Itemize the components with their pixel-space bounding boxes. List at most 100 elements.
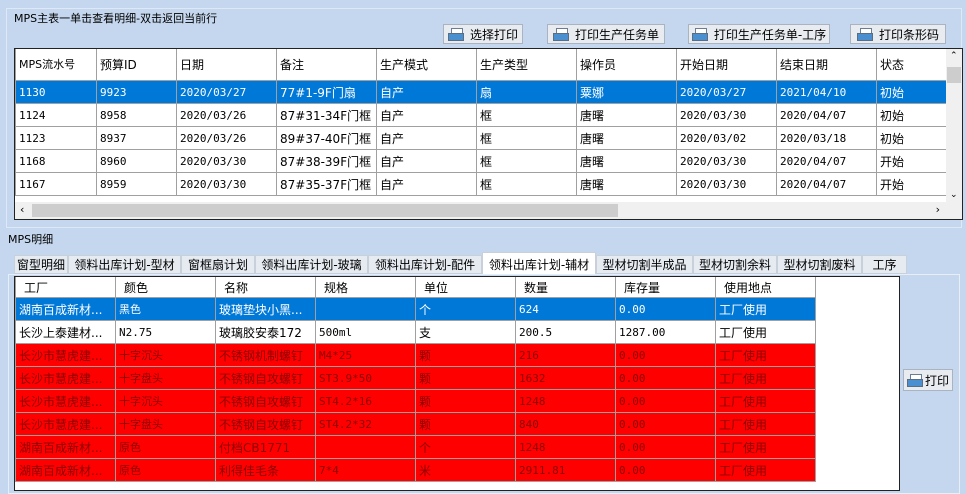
tab-7[interactable]: 型材切割余料 <box>693 255 777 274</box>
table-cell: 十字盘头 <box>115 412 216 436</box>
master-button-0[interactable]: 选择打印 <box>443 24 523 44</box>
table-cell: 唐曙 <box>576 126 677 150</box>
column-header[interactable]: 名称 <box>215 277 316 298</box>
table-row[interactable]: 湖南百成新材... 原色 付档CB1771 个 1248 0.00 工厂使用 <box>15 435 816 459</box>
printer-icon <box>856 28 873 41</box>
column-header[interactable]: MPS流水号 <box>15 49 97 81</box>
column-header[interactable]: 结束日期 <box>776 49 877 81</box>
table-row[interactable]: 长沙上泰建材... N2.75 玻璃胶安泰172 500ml 支 200.5 1287.00… <box>15 320 816 344</box>
horizontal-scrollbar[interactable]: ‹ › <box>15 202 962 219</box>
tab-8[interactable]: 型材切割废料 <box>777 255 862 274</box>
column-header[interactable]: 库存量 <box>615 277 716 298</box>
table-row[interactable]: 长沙市慧虎建... 十字沉头 不锈钢自攻螺钉 ST4.2*16 颗 1248 0.00 工厂使… <box>15 389 816 413</box>
table-cell: 624 <box>515 297 616 321</box>
printer-icon <box>447 28 464 41</box>
column-header[interactable]: 单位 <box>415 277 516 298</box>
table-cell: 长沙市慧虎建... <box>15 343 116 367</box>
column-header[interactable]: 生产模式 <box>376 49 477 81</box>
table-cell: 0.00 <box>615 366 716 390</box>
column-header[interactable]: 日期 <box>176 49 277 81</box>
table-row[interactable]: 长沙市慧虎建... 十字盘头 不锈钢自攻螺钉 ST3.9*50 颗 1632 0.00 工厂使… <box>15 366 816 390</box>
table-cell <box>315 435 416 459</box>
column-header[interactable]: 颜色 <box>115 277 216 298</box>
hscroll-thumb[interactable] <box>32 204 618 217</box>
table-cell: 自产 <box>376 149 477 173</box>
table-cell: 工厂使用 <box>715 389 816 413</box>
table-cell: 框 <box>476 149 577 173</box>
table-row[interactable]: 长沙市慧虎建... 十字沉头 不锈钢机制螺钉 M4*25 颗 216 0.00 工厂使用 <box>15 343 816 367</box>
table-cell: 500ml <box>315 320 416 344</box>
table-cell: 工厂使用 <box>715 320 816 344</box>
table-cell: 不锈钢自攻螺钉 <box>215 389 316 413</box>
table-cell: 2020/03/27 <box>676 80 777 104</box>
tab-9[interactable]: 工序 <box>862 255 907 274</box>
detail-grid[interactable]: 工厂 颜色 名称 规格 单位 数量 库存量 使用地点 湖南百成新材... 黑色 玻璃垫块小黑... 个… <box>14 276 900 491</box>
tab-0[interactable]: 窗型明细 <box>14 255 68 274</box>
tab-4[interactable]: 领料出库计划-配件 <box>368 255 482 274</box>
table-row[interactable]: 1124 8958 2020/03/26 87#31-34F门框 自产框唐曙 2020/0… <box>15 103 947 127</box>
master-button-1[interactable]: 打印生产任务单 <box>547 24 665 44</box>
scroll-right-icon[interactable]: › <box>935 203 940 216</box>
column-header[interactable]: 规格 <box>315 277 416 298</box>
scroll-down-icon[interactable]: ⌄ <box>950 190 958 200</box>
master-grid[interactable]: MPS流水号 预算ID 日期 备注 生产模式 生产类型 操作员 开始日期 结束日期 状态 1130 9… <box>14 48 963 220</box>
table-cell: 唐曙 <box>576 172 677 196</box>
table-cell: 2020/03/26 <box>176 103 277 127</box>
table-cell: 200.5 <box>515 320 616 344</box>
table-cell: 十字盘头 <box>115 366 216 390</box>
table-cell: 颗 <box>415 389 516 413</box>
table-row[interactable]: 湖南百成新材... 原色 利得佳毛条 7*4 米 2911.81 0.00 工厂使用 <box>15 458 816 482</box>
table-cell: 1287.00 <box>615 320 716 344</box>
column-header[interactable]: 使用地点 <box>715 277 816 298</box>
table-row[interactable]: 长沙市慧虎建... 十字盘头 不锈钢自攻螺钉 ST4.2*32 颗 840 0.00 工厂使用 <box>15 412 816 436</box>
column-header[interactable]: 预算ID <box>96 49 177 81</box>
column-header[interactable]: 备注 <box>276 49 377 81</box>
column-header[interactable]: 数量 <box>515 277 616 298</box>
column-header[interactable]: 状态 <box>876 49 947 81</box>
column-header[interactable]: 操作员 <box>576 49 677 81</box>
table-cell: 自产 <box>376 103 477 127</box>
tab-3[interactable]: 领料出库计划-玻璃 <box>255 255 368 274</box>
table-cell: ST3.9*50 <box>315 366 416 390</box>
table-row[interactable]: 1167 8959 2020/03/30 87#35-37F门框 自产框唐曙 2020/0… <box>15 172 947 196</box>
table-cell: 0.00 <box>615 435 716 459</box>
table-cell: 工厂使用 <box>715 435 816 459</box>
table-cell: 工厂使用 <box>715 458 816 482</box>
table-cell: 2020/04/07 <box>776 103 877 127</box>
detail-title: MPS明细 <box>6 231 56 247</box>
print-button[interactable]: 打印 <box>903 369 953 391</box>
tab-2[interactable]: 窗框扇计划 <box>181 255 255 274</box>
column-header[interactable]: 生产类型 <box>476 49 577 81</box>
tab-6[interactable]: 型材切割半成品 <box>596 255 693 274</box>
table-cell: 2020/03/30 <box>676 172 777 196</box>
table-cell: 长沙上泰建材... <box>15 320 116 344</box>
table-row[interactable]: 湖南百成新材... 黑色 玻璃垫块小黑... 个 624 0.00 工厂使用 <box>15 297 816 321</box>
table-row[interactable]: 1123 8937 2020/03/26 89#37-40F门框 自产框唐曙 2020/0… <box>15 126 947 150</box>
column-header[interactable]: 开始日期 <box>676 49 777 81</box>
tab-1[interactable]: 领料出库计划-型材 <box>68 255 181 274</box>
table-cell: 颗 <box>415 412 516 436</box>
scroll-left-icon[interactable]: ‹ <box>20 203 25 216</box>
table-row[interactable]: 1168 8960 2020/03/30 87#38-39F门框 自产框唐曙 2020/0… <box>15 149 947 173</box>
table-row[interactable]: 1130 9923 2020/03/27 77#1-9F门扇 自产扇粟娜 2020/03/… <box>15 80 947 104</box>
table-cell: 十字沉头 <box>115 343 216 367</box>
table-cell: 自产 <box>376 80 477 104</box>
tab-5[interactable]: 领料出库计划-辅材 <box>482 252 596 275</box>
table-cell: 1123 <box>15 126 97 150</box>
table-cell: 840 <box>515 412 616 436</box>
vertical-scrollbar[interactable]: ⌃ ⌄ <box>946 49 962 202</box>
table-cell: 8959 <box>96 172 177 196</box>
table-cell: 2020/03/30 <box>676 149 777 173</box>
scroll-thumb[interactable] <box>947 67 961 83</box>
table-cell <box>315 297 416 321</box>
master-button-3[interactable]: 打印条形码 <box>850 24 946 44</box>
table-cell: 1168 <box>15 149 97 173</box>
scroll-up-icon[interactable]: ⌃ <box>950 51 958 61</box>
table-cell: 自产 <box>376 126 477 150</box>
table-cell: 2021/04/10 <box>776 80 877 104</box>
table-cell: 2020/03/30 <box>676 103 777 127</box>
master-button-2[interactable]: 打印生产任务单-工序 <box>688 24 830 44</box>
column-header[interactable]: 工厂 <box>15 277 116 298</box>
table-cell: 工厂使用 <box>715 412 816 436</box>
table-cell: ST4.2*32 <box>315 412 416 436</box>
